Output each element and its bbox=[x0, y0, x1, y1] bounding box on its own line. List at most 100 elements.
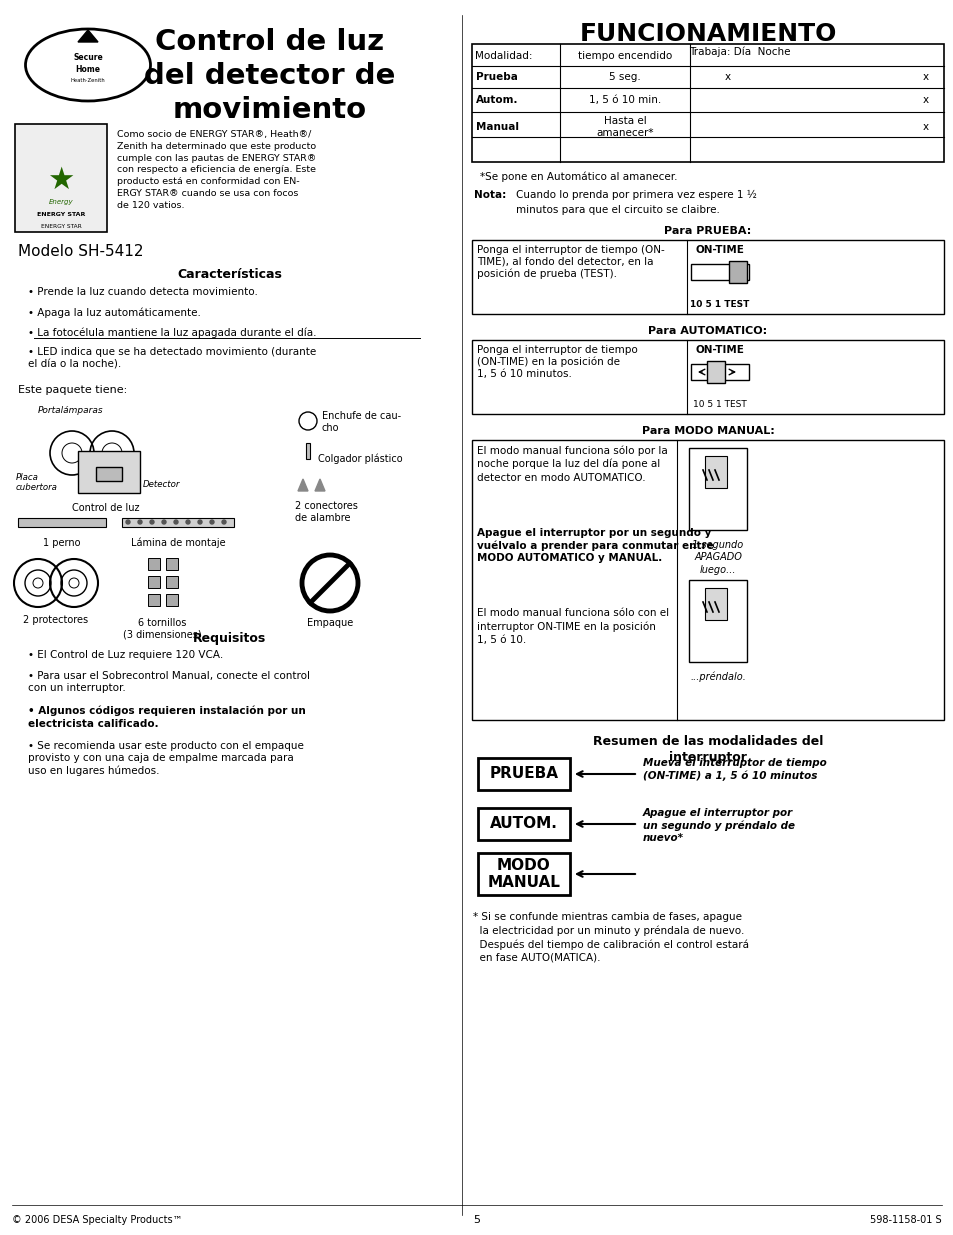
Text: 1, 5 ó 10 min.: 1, 5 ó 10 min. bbox=[588, 95, 660, 105]
Text: Este paquete tiene:: Este paquete tiene: bbox=[18, 385, 127, 395]
Text: Secure: Secure bbox=[73, 53, 103, 63]
Bar bbox=[306, 443, 310, 459]
Text: Resumen de las modalidades del
interruptor: Resumen de las modalidades del interrupt… bbox=[592, 735, 822, 764]
Bar bbox=[148, 576, 160, 588]
Text: Para AUTOMATICO:: Para AUTOMATICO: bbox=[648, 326, 767, 336]
Bar bbox=[472, 440, 943, 720]
Text: 598-1158-01 S: 598-1158-01 S bbox=[869, 1215, 941, 1225]
Text: Para MODO MANUAL:: Para MODO MANUAL: bbox=[641, 426, 774, 436]
Text: © 2006 DESA Specialty Products™: © 2006 DESA Specialty Products™ bbox=[12, 1215, 182, 1225]
Text: El modo manual funciona sólo con el
interruptor ON-TIME en la posición
1, 5 ó 10: El modo manual funciona sólo con el inte… bbox=[476, 608, 668, 645]
Text: minutos para que el circuito se claibre.: minutos para que el circuito se claibre. bbox=[516, 205, 720, 215]
Bar bbox=[704, 456, 726, 488]
Text: FUNCIONAMIENTO: FUNCIONAMIENTO bbox=[578, 22, 836, 46]
Bar bbox=[18, 517, 106, 527]
Text: PRUEBA: PRUEBA bbox=[489, 767, 558, 782]
Text: Manual: Manual bbox=[476, 122, 518, 132]
Text: Empaque: Empaque bbox=[307, 618, 353, 629]
Circle shape bbox=[222, 520, 226, 524]
Text: El modo manual funciona sólo por la
noche porque la luz del día pone al
detector: El modo manual funciona sólo por la noch… bbox=[476, 445, 667, 483]
Text: Prueba: Prueba bbox=[476, 72, 517, 82]
Text: x: x bbox=[922, 72, 928, 82]
Text: 5 seg.: 5 seg. bbox=[608, 72, 640, 82]
Text: 1 perno: 1 perno bbox=[43, 538, 81, 548]
Text: • Algunos códigos requieren instalación por un
electricista calificado.: • Algunos códigos requieren instalación … bbox=[28, 706, 305, 729]
Text: ON-TIME: ON-TIME bbox=[695, 345, 743, 354]
Text: • Apaga la luz automáticamente.: • Apaga la luz automáticamente. bbox=[28, 308, 201, 317]
Text: 2 protectores: 2 protectores bbox=[24, 615, 89, 625]
Text: Colgador plástico: Colgador plástico bbox=[317, 453, 402, 463]
Bar bbox=[96, 467, 122, 480]
Text: del detector de: del detector de bbox=[144, 62, 395, 90]
Bar bbox=[477, 853, 569, 895]
Text: ENERGY STAR: ENERGY STAR bbox=[37, 211, 85, 216]
Text: Apague el interruptor por
un segundo y préndalo de
nuevo*: Apague el interruptor por un segundo y p… bbox=[642, 808, 794, 844]
Text: Heath·Zenith: Heath·Zenith bbox=[71, 79, 105, 84]
Bar bbox=[690, 264, 748, 280]
Bar bbox=[688, 580, 746, 662]
Text: Modalidad:: Modalidad: bbox=[475, 51, 532, 61]
Text: Detector: Detector bbox=[143, 480, 180, 489]
Text: ENERGY STAR: ENERGY STAR bbox=[41, 224, 81, 228]
Bar bbox=[477, 808, 569, 840]
Circle shape bbox=[186, 520, 190, 524]
Bar bbox=[166, 594, 178, 606]
Bar bbox=[472, 44, 943, 162]
Bar bbox=[706, 361, 724, 383]
Text: ON-TIME: ON-TIME bbox=[695, 245, 743, 254]
Bar bbox=[472, 240, 943, 314]
Bar bbox=[148, 558, 160, 571]
Text: Mueva el interruptor de tiempo
(ON-TIME) a 1, 5 ó 10 minutos: Mueva el interruptor de tiempo (ON-TIME)… bbox=[642, 758, 826, 781]
Circle shape bbox=[162, 520, 166, 524]
Text: • LED indica que se ha detectado movimiento (durante
el día o la noche).: • LED indica que se ha detectado movimie… bbox=[28, 347, 315, 369]
Text: Modelo SH-5412: Modelo SH-5412 bbox=[18, 245, 143, 259]
Text: • La fotocélula mantiene la luz apagada durante el día.: • La fotocélula mantiene la luz apagada … bbox=[28, 327, 316, 337]
Bar bbox=[477, 758, 569, 790]
Text: Para PRUEBA:: Para PRUEBA: bbox=[663, 226, 751, 236]
Text: ...préndalo.: ...préndalo. bbox=[689, 672, 745, 683]
Circle shape bbox=[138, 520, 142, 524]
Bar bbox=[728, 261, 746, 283]
Text: 6 tornillos
(3 dimensiones): 6 tornillos (3 dimensiones) bbox=[123, 618, 201, 640]
Text: Portalámparas: Portalámparas bbox=[38, 406, 104, 415]
Bar bbox=[15, 124, 107, 232]
Text: Ponga el interruptor de tiempo
(ON-TIME) en la posición de
1, 5 ó 10 minutos.: Ponga el interruptor de tiempo (ON-TIME)… bbox=[476, 345, 638, 379]
Bar bbox=[688, 448, 746, 530]
Text: AUTOM.: AUTOM. bbox=[490, 816, 558, 831]
Circle shape bbox=[150, 520, 153, 524]
Polygon shape bbox=[297, 479, 308, 492]
Text: x: x bbox=[922, 95, 928, 105]
Bar bbox=[704, 588, 726, 620]
Text: * Si se confunde mientras cambia de fases, apague
  la electricidad por un minut: * Si se confunde mientras cambia de fase… bbox=[473, 911, 748, 963]
Text: • Para usar el Sobrecontrol Manual, conecte el control
con un interruptor.: • Para usar el Sobrecontrol Manual, cone… bbox=[28, 671, 310, 693]
Circle shape bbox=[198, 520, 202, 524]
Text: 10 5 1 TEST: 10 5 1 TEST bbox=[693, 400, 746, 409]
Text: 1 segundo
APAGADO
luego...: 1 segundo APAGADO luego... bbox=[692, 540, 742, 574]
Bar bbox=[690, 364, 748, 380]
Bar bbox=[472, 340, 943, 414]
Text: Cuando lo prenda por primera vez espere 1 ½: Cuando lo prenda por primera vez espere … bbox=[516, 190, 756, 200]
Text: Hasta el
amanecer*: Hasta el amanecer* bbox=[596, 116, 653, 138]
Text: Apague el interruptor por un segundo y
vuélvalo a prender para conmutar entre
MO: Apague el interruptor por un segundo y v… bbox=[476, 529, 713, 563]
Text: Nota:: Nota: bbox=[474, 190, 506, 200]
Text: Control de luz: Control de luz bbox=[155, 28, 384, 56]
Bar bbox=[166, 558, 178, 571]
Text: Control de luz: Control de luz bbox=[71, 503, 139, 513]
Text: x: x bbox=[922, 122, 928, 132]
Text: Como socio de ENERGY STAR®, Heath®/
Zenith ha determinado que este producto
cump: Como socio de ENERGY STAR®, Heath®/ Zeni… bbox=[117, 130, 316, 210]
Text: 2 conectores
de alambre: 2 conectores de alambre bbox=[294, 501, 357, 522]
Bar bbox=[122, 517, 233, 527]
Bar bbox=[78, 451, 140, 493]
Text: x: x bbox=[724, 72, 730, 82]
Text: • Prende la luz cuando detecta movimiento.: • Prende la luz cuando detecta movimient… bbox=[28, 287, 257, 296]
Text: Lámina de montaje: Lámina de montaje bbox=[131, 538, 225, 548]
Text: Home: Home bbox=[75, 65, 100, 74]
Text: Ponga el interruptor de tiempo (ON-
TIME), al fondo del detector, en la
posición: Ponga el interruptor de tiempo (ON- TIME… bbox=[476, 245, 664, 279]
Polygon shape bbox=[78, 30, 98, 42]
Text: Placa
cubertora: Placa cubertora bbox=[16, 473, 58, 493]
Text: 10 5 1 TEST: 10 5 1 TEST bbox=[690, 300, 749, 309]
Text: Autom.: Autom. bbox=[476, 95, 518, 105]
Text: *Se pone en Automático al amanecer.: *Se pone en Automático al amanecer. bbox=[479, 172, 677, 183]
Text: tiempo encendido: tiempo encendido bbox=[578, 51, 672, 61]
Text: 5: 5 bbox=[473, 1215, 480, 1225]
